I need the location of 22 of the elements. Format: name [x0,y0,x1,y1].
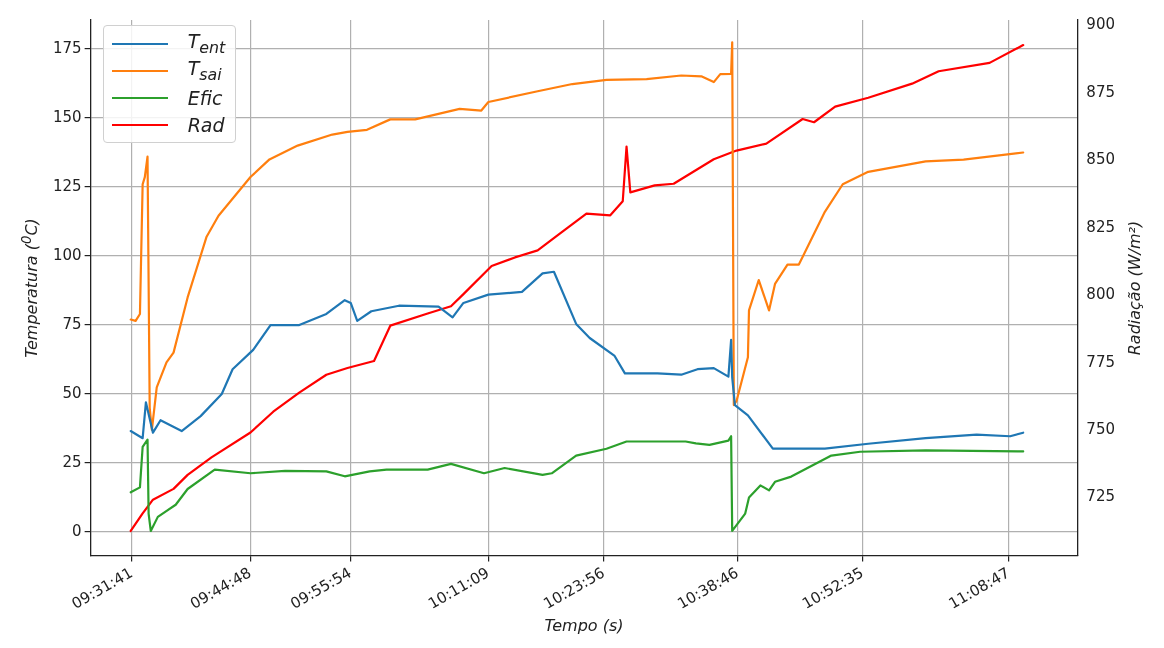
legend-label: Rad [187,113,225,136]
y-tick-label: 150 [52,107,82,126]
y2-axis-title: Radiação (W/m²) [1124,220,1144,355]
y-tick-label: 175 [52,38,82,57]
y2-tick-label: 825 [1086,217,1116,236]
y2-tick-label: 725 [1086,487,1116,506]
y-tick-label: 50 [62,383,82,402]
y2-tick-label: 750 [1086,419,1116,438]
y-tick-label: 75 [62,314,82,333]
y2-tick-label: 900 [1086,15,1116,34]
y-tick-label: 25 [62,452,82,471]
legend-label: T$_{ent}$ [187,30,226,57]
y2-tick-label: 800 [1086,285,1116,304]
legend-label: T$_{sai}$ [187,57,222,84]
y2-tick-label: 875 [1086,82,1116,101]
y-tick-label: 100 [52,245,82,264]
y2-tick-label: 775 [1086,352,1116,371]
y-tick-label: 125 [52,176,82,195]
x-axis-title: Tempo (s) [544,615,624,635]
legend-label: Efic [187,86,223,109]
y2-tick-label: 850 [1086,150,1116,169]
y-tick-label: 0 [72,521,82,540]
